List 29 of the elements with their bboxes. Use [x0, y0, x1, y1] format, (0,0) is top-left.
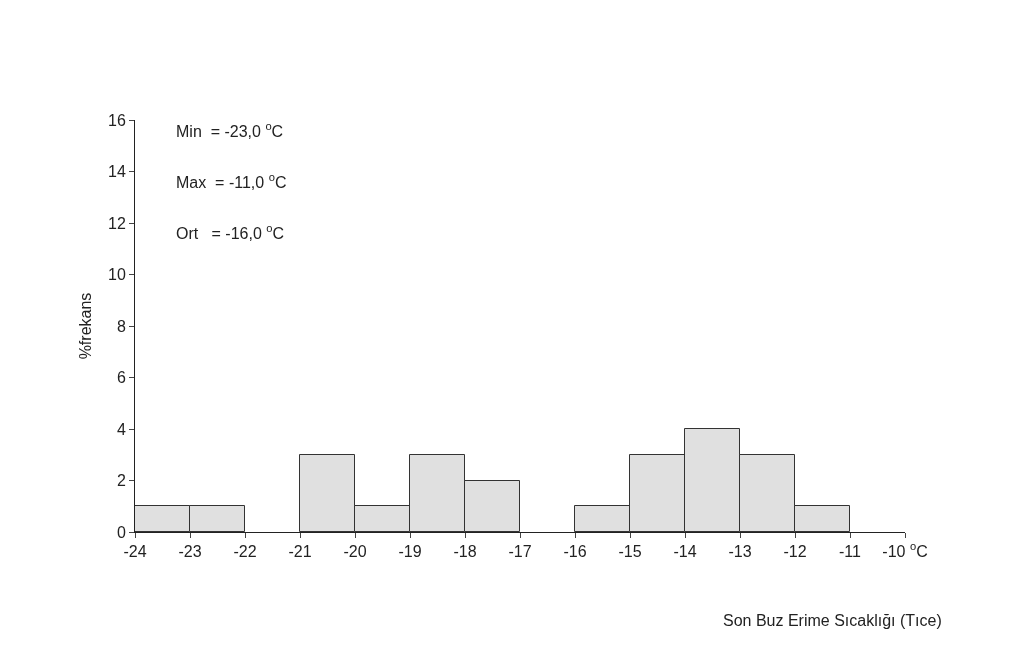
x-tick-label: -16	[563, 543, 587, 561]
x-tick-label: -17	[508, 543, 532, 561]
x-tick-label: -11	[839, 543, 862, 561]
y-tick-label: 14	[108, 163, 126, 181]
annotation: Ort = -16,0 $^{o}$C	[176, 222, 285, 242]
y-tick-label: 6	[116, 369, 126, 387]
y-tick-label: 2	[116, 472, 126, 490]
y-tick-label: 8	[116, 317, 126, 335]
x-tick-label: -10 $^{o}$C	[882, 540, 928, 561]
x-tick-label: -24	[123, 543, 147, 561]
x-tick-label: -19	[398, 543, 422, 561]
annotation: Min = -23,0 $^{o}$C	[176, 120, 284, 140]
x-tick-label: -18	[453, 543, 477, 561]
x-tick-label: -20	[343, 543, 367, 561]
y-tick-label: 0	[116, 523, 126, 541]
y-tick-label: 10	[108, 266, 126, 284]
x-axis-title: Son Buz Erime Sıcaklığı (Tıce)	[723, 612, 942, 629]
x-tick-label: -22	[233, 543, 257, 561]
y-tick-label: 12	[108, 214, 126, 232]
x-tick-label: -12	[783, 543, 807, 561]
y-axis-title: %frekans	[76, 292, 94, 360]
y-tick-label: 4	[116, 420, 126, 438]
x-tick-label: -13	[728, 543, 752, 561]
x-tick-label: -23	[178, 543, 202, 561]
annotation: Max = -11,0 $^{o}$C	[176, 171, 287, 191]
y-tick-label: 16	[108, 111, 126, 129]
x-tick-label: -14	[673, 543, 697, 561]
x-tick-label: -21	[288, 543, 312, 561]
x-tick-label: -15	[618, 543, 642, 561]
